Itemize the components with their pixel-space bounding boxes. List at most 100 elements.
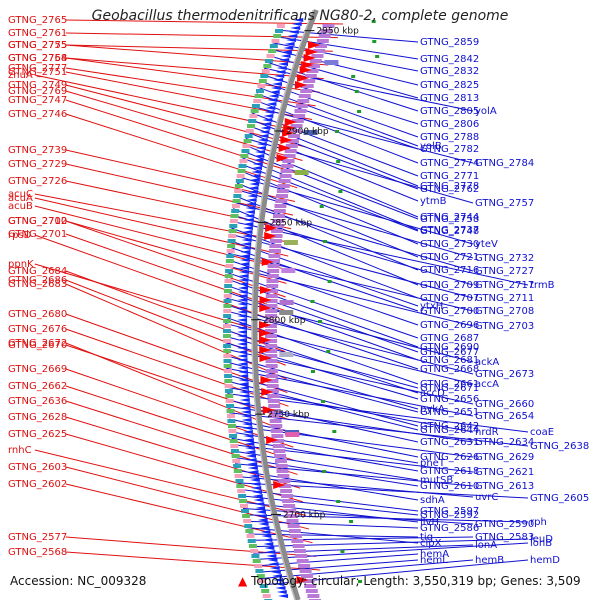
gene-marker	[327, 280, 332, 283]
feature-block	[281, 494, 294, 498]
feature-block	[227, 424, 236, 428]
right-connector	[253, 106, 474, 164]
left-gene-label: GTNG_2755	[8, 40, 67, 51]
right-gene-label: GTNG_2634	[475, 437, 534, 448]
reverse-gene-arrow	[238, 386, 249, 390]
reverse-gene-arrow	[242, 422, 253, 426]
reverse-gene-arrow	[288, 30, 299, 34]
right-gene-label: GTNG_2774	[420, 158, 479, 169]
gene-marker	[336, 160, 341, 163]
feature-block	[307, 594, 320, 598]
feature-block	[224, 379, 233, 383]
reverse-gene-arrow	[273, 578, 284, 582]
right-gene-label: GTNG_2696	[420, 320, 479, 331]
right-gene-label: GTNG_2586	[420, 523, 479, 534]
feature-block	[240, 504, 249, 508]
reverse-gene-arrow	[242, 426, 253, 430]
topology-text: Topology: circular; Length: 3,550,319 bp…	[251, 574, 581, 588]
feature-blocks	[223, 24, 339, 600]
feature-block	[290, 534, 303, 538]
reverse-gene-arrow	[249, 474, 260, 478]
gene-marker	[351, 75, 356, 78]
feature-block	[268, 254, 281, 258]
forward-gene-arrow	[264, 232, 277, 240]
right-gene-label: GTNG_2610	[420, 481, 479, 492]
right-gene-label: GTNG_2859	[420, 37, 479, 48]
reverse-gene-arrow	[271, 574, 282, 578]
reverse-gene-arrow	[263, 542, 274, 546]
reverse-gene-arrow	[270, 570, 281, 574]
reverse-gene-arrow	[280, 54, 291, 58]
left-gene-label: GTNG_2769	[8, 86, 67, 97]
reverse-gene-arrow	[239, 394, 250, 398]
right-gene-label: GTNG_2660	[475, 399, 534, 410]
feature-block	[286, 139, 299, 143]
reverse-gene-arrow	[265, 106, 276, 110]
feature-block	[271, 434, 284, 438]
feature-block	[229, 439, 238, 443]
left-gene-label: acuA	[8, 193, 33, 204]
feature-block	[289, 129, 302, 133]
feature-block	[226, 249, 235, 253]
reverse-gene-arrow	[264, 110, 275, 114]
forward-gene-arrow	[297, 74, 310, 82]
feature-block	[282, 159, 295, 163]
right-gene-label: GTNG_2590	[475, 519, 534, 530]
feature-block	[269, 244, 282, 248]
feature-block	[270, 234, 283, 238]
reverse-gene-arrow	[238, 274, 249, 278]
right-gene-label: GTNG_2842	[420, 54, 479, 65]
map-title: Geobacillus thermodenitrificans NG80-2, …	[91, 8, 509, 24]
feature-block	[231, 204, 240, 208]
feature-block	[224, 374, 233, 378]
feature-block	[266, 279, 279, 283]
gene-marker	[354, 90, 359, 93]
right-gene-label: GTNG_2708	[475, 306, 534, 317]
feature-block	[229, 219, 238, 223]
right-gene-label: GTNG_2748	[420, 226, 479, 237]
reverse-gene-arrow	[237, 306, 248, 310]
right-gene-label: trmB	[530, 280, 555, 291]
feature-block	[267, 259, 280, 263]
feature-block	[257, 84, 266, 88]
right-connector	[245, 520, 419, 529]
feature-block	[269, 419, 282, 423]
left-connector	[65, 483, 313, 544]
reverse-gene-arrow	[268, 562, 279, 566]
feature-block	[279, 352, 294, 357]
feature-block	[266, 374, 279, 378]
reverse-gene-arrow	[264, 546, 275, 550]
feature-block	[223, 319, 232, 323]
forward-gene-arrow	[294, 81, 307, 89]
reverse-gene-arrow	[238, 382, 249, 386]
feature-block	[275, 29, 284, 33]
feature-block	[266, 284, 279, 288]
reverse-gene-arrow	[274, 582, 285, 586]
right-gene-label: yolA	[475, 106, 497, 117]
reverse-gene-arrow	[238, 374, 249, 378]
forward-gene-arrow	[266, 436, 279, 444]
feature-block	[301, 574, 314, 578]
feature-block	[265, 299, 278, 303]
feature-block	[268, 409, 281, 413]
right-gene-label: GTNG_2681	[420, 355, 479, 366]
left-connector	[65, 279, 286, 366]
accession-label: Accession: NC_009328	[10, 574, 147, 588]
forward-gene-arrow	[276, 154, 289, 162]
feature-block	[267, 264, 280, 268]
left-gene-label: acuB	[8, 201, 33, 212]
right-gene-label: GTNG_2644	[420, 425, 479, 436]
feature-block	[226, 254, 235, 258]
feature-block	[294, 109, 307, 113]
reverse-gene-arrow	[259, 526, 270, 530]
left-connector	[65, 313, 288, 394]
left-gene-label: GTNG_2670	[8, 340, 67, 351]
reverse-gene-arrow	[241, 242, 252, 246]
right-gene-label: GTNG_2806	[420, 119, 479, 130]
feature-block	[284, 149, 297, 153]
reverse-gene-arrow	[237, 366, 248, 370]
right-gene-label: GTNG_2613	[475, 481, 534, 492]
reverse-gene-arrow	[274, 74, 285, 78]
reverse-gene-arrow	[291, 22, 302, 26]
feature-block	[271, 39, 280, 43]
